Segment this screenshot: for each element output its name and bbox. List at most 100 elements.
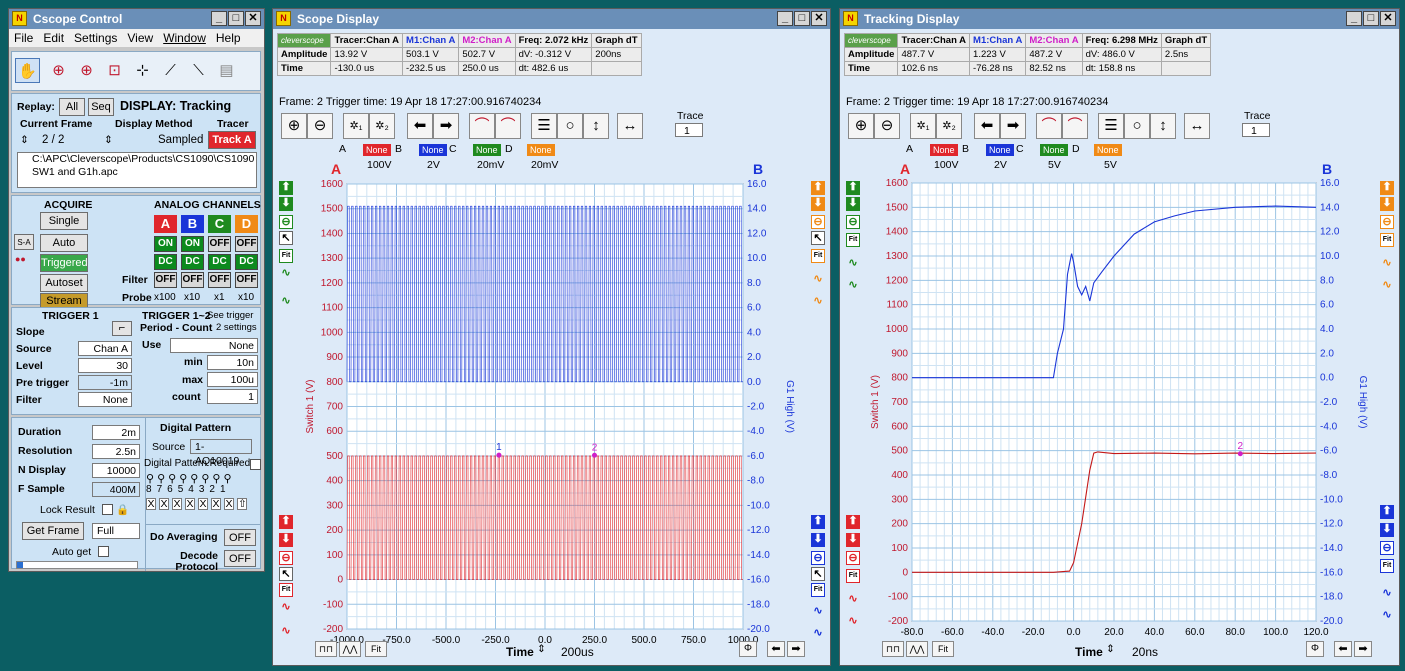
zoom-out-icon[interactable]: ⊖ bbox=[307, 113, 333, 139]
digital-required-checkbox[interactable] bbox=[250, 459, 261, 470]
zoom-in-icon[interactable]: ⊕ bbox=[848, 113, 874, 139]
bit-state[interactable]: ⇧ bbox=[237, 498, 247, 510]
scroll-left-icon[interactable]: ⬅ bbox=[407, 113, 433, 139]
list-icon[interactable]: ☰ bbox=[531, 113, 557, 139]
maximize-button[interactable]: □ bbox=[228, 11, 244, 26]
bit-pattern-icon[interactable]: ⚲ bbox=[146, 473, 155, 485]
marker-tool-icon[interactable]: ⊹ bbox=[136, 62, 149, 79]
count-field[interactable]: 1 bbox=[207, 389, 258, 404]
frame-value[interactable]: 2 / 2 bbox=[42, 134, 65, 146]
bit-pattern-icon[interactable]: ⚲ bbox=[190, 473, 199, 485]
fit-red-button[interactable]: Fit bbox=[279, 583, 293, 597]
track-a-button[interactable]: Track A bbox=[208, 131, 256, 149]
time-left-icon[interactable]: ⬅ bbox=[1334, 641, 1352, 657]
time-left-icon[interactable]: ⬅ bbox=[767, 641, 785, 657]
center-orange-icon[interactable]: ⊖ bbox=[811, 215, 825, 229]
scale-down-blue-icon[interactable]: ⬇ bbox=[1380, 523, 1394, 537]
zoom-out-icon[interactable]: ⊖ bbox=[874, 113, 900, 139]
channel-c-coupling[interactable]: DC bbox=[208, 254, 231, 270]
scale-up-a-icon[interactable]: ⬆ bbox=[279, 181, 293, 195]
max-field[interactable]: 100u bbox=[207, 372, 258, 387]
legend-d-none[interactable]: None bbox=[527, 144, 555, 156]
scale-up-red-icon[interactable]: ⬆ bbox=[279, 515, 293, 529]
triangle-wave-view-icon[interactable]: ⋀⋀ bbox=[906, 641, 928, 657]
wave-blue-icon[interactable]: ∿ bbox=[1382, 587, 1392, 599]
zoom-box-icon[interactable]: ⊡ bbox=[108, 62, 121, 79]
peak-cursor-icon[interactable]: ⌒ bbox=[469, 113, 495, 139]
cursor-red-icon[interactable]: ↖ bbox=[279, 567, 293, 581]
control-titlebar[interactable]: N Cscope Control _ □ ✕ bbox=[9, 9, 264, 29]
close-button[interactable]: ✕ bbox=[245, 11, 261, 26]
center-icon[interactable]: ⊖ bbox=[846, 215, 860, 229]
bit-pattern-icon[interactable]: ⚲ bbox=[179, 473, 188, 485]
falling-edge-icon[interactable]: ⟍ bbox=[193, 62, 204, 79]
pretrigger-field[interactable]: -1m bbox=[78, 375, 132, 390]
legend-c-none[interactable]: None bbox=[473, 144, 501, 156]
menu-file[interactable]: File bbox=[14, 31, 34, 45]
wave-orange-alt-icon[interactable]: ∿ bbox=[1382, 279, 1392, 291]
fit-time-button[interactable]: Fit bbox=[365, 641, 387, 657]
channel-a-filter[interactable]: OFF bbox=[154, 272, 177, 288]
circle-tool-icon[interactable]: ○ bbox=[557, 113, 583, 139]
replay-all-button[interactable]: All bbox=[59, 98, 85, 116]
channel-a-on-toggle[interactable]: ON bbox=[154, 236, 177, 252]
wave-red-icon[interactable]: ∿ bbox=[281, 601, 291, 613]
maximize-button[interactable]: □ bbox=[1363, 11, 1379, 26]
triggered-button[interactable]: Triggered bbox=[40, 254, 88, 272]
channel-d-on-toggle[interactable]: OFF bbox=[235, 236, 258, 252]
trigger-level-field[interactable]: 30 bbox=[78, 358, 132, 373]
replay-seq-button[interactable]: Seq bbox=[88, 98, 114, 116]
phase-icon[interactable]: Φ bbox=[739, 641, 757, 657]
center-blue-icon[interactable]: ⊖ bbox=[811, 551, 825, 565]
scroll-right-icon[interactable]: ➡ bbox=[433, 113, 459, 139]
wave-red-alt-icon[interactable]: ∿ bbox=[281, 625, 291, 637]
bit-state[interactable]: X bbox=[198, 498, 208, 510]
file-path-field[interactable]: C:\APC\Cleverscope\Products\CS1090\CS109… bbox=[17, 152, 257, 188]
notes-icon[interactable]: ▤ bbox=[219, 62, 234, 79]
fit-blue-button[interactable]: Fit bbox=[1380, 559, 1394, 573]
fit-orange-button[interactable]: Fit bbox=[1380, 233, 1394, 247]
scroll-right-icon[interactable]: ➡ bbox=[1000, 113, 1026, 139]
minimize-button[interactable]: _ bbox=[777, 11, 793, 26]
maximize-button[interactable]: □ bbox=[794, 11, 810, 26]
menu-edit[interactable]: Edit bbox=[43, 31, 65, 45]
minimize-button[interactable]: _ bbox=[1346, 11, 1362, 26]
time-base-value[interactable]: 200us bbox=[561, 645, 594, 659]
center-icon[interactable]: ⊖ bbox=[279, 215, 293, 229]
time-base-value[interactable]: 20ns bbox=[1132, 645, 1159, 659]
wave-alt-icon[interactable]: ∿ bbox=[848, 279, 858, 291]
wave-alt-icon[interactable]: ∿ bbox=[281, 295, 291, 307]
fit-blue-button[interactable]: Fit bbox=[811, 583, 825, 597]
autoset-button[interactable]: Autoset bbox=[40, 274, 88, 292]
bit-state[interactable]: X bbox=[185, 498, 195, 510]
wave-blue-icon[interactable]: ∿ bbox=[813, 605, 823, 617]
legend-c-none[interactable]: None bbox=[1040, 144, 1068, 156]
scope-titlebar[interactable]: N Scope Display _ □ ✕ bbox=[273, 9, 830, 29]
cursor-orange-icon[interactable]: ↖ bbox=[811, 231, 825, 245]
channel-b-coupling[interactable]: DC bbox=[181, 254, 204, 270]
horizontal-span-icon[interactable]: ↔ bbox=[1184, 113, 1210, 139]
scale-up-orange-icon[interactable]: ⬆ bbox=[1380, 181, 1394, 195]
trace-field[interactable]: 1 bbox=[675, 123, 703, 137]
wave-red-alt-icon[interactable]: ∿ bbox=[848, 615, 858, 627]
rising-edge-icon[interactable]: ⟋ bbox=[165, 62, 176, 79]
channel-b-probe[interactable]: x10 bbox=[184, 292, 201, 303]
settings-s2-icon[interactable]: ✲₂ bbox=[936, 113, 962, 139]
wave-orange-icon[interactable]: ∿ bbox=[813, 273, 823, 285]
fit-time-button[interactable]: Fit bbox=[932, 641, 954, 657]
zoom-vertical-icon[interactable]: ⊕ bbox=[80, 62, 93, 79]
channel-b-on-toggle[interactable]: ON bbox=[181, 236, 204, 252]
hand-tool-icon[interactable]: ✋ bbox=[15, 58, 40, 83]
legend-b-none[interactable]: None bbox=[419, 144, 447, 156]
bit-pattern-icon[interactable]: ⚲ bbox=[223, 473, 232, 485]
fsample-field[interactable]: 400M bbox=[92, 482, 140, 497]
sa-button[interactable]: S-A bbox=[14, 234, 34, 250]
channel-d-header[interactable]: D bbox=[235, 215, 258, 233]
fit-red-button[interactable]: Fit bbox=[846, 569, 860, 583]
scale-down-orange-icon[interactable]: ⬇ bbox=[811, 197, 825, 211]
center-orange-icon[interactable]: ⊖ bbox=[1380, 215, 1394, 229]
display-method-value[interactable]: Sampled bbox=[158, 134, 204, 146]
center-red-icon[interactable]: ⊖ bbox=[279, 551, 293, 565]
auto-get-checkbox[interactable] bbox=[98, 546, 109, 557]
legend-b-none[interactable]: None bbox=[986, 144, 1014, 156]
